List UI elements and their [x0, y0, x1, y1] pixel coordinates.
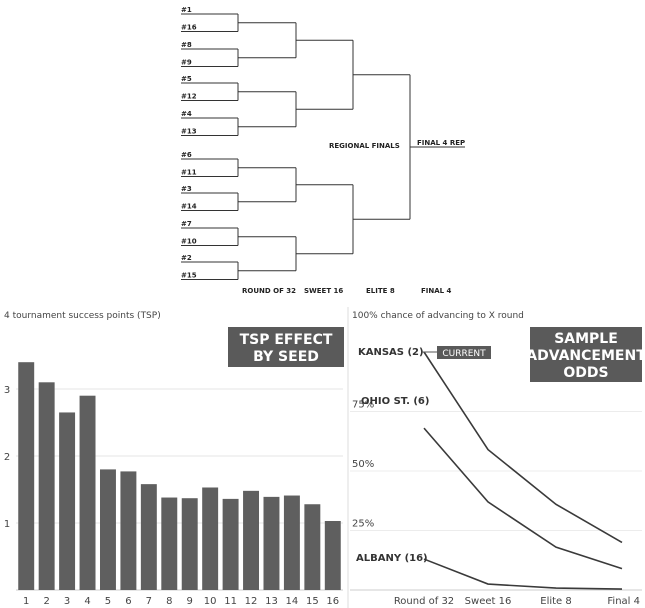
bar-seed-1	[18, 362, 35, 590]
bar-chart-title-line-1: TSP EFFECT	[240, 332, 333, 348]
seed-label-7: #13	[181, 128, 197, 136]
bar-x-tick-label: 1	[23, 596, 29, 607]
bar-x-tick-label: 3	[64, 596, 70, 607]
bar-chart-y-ticks: 1 2 3	[4, 385, 10, 530]
round-label-round-of-32: ROUND OF 32	[242, 287, 296, 295]
series-label-albany: ALBANY (16)	[356, 553, 428, 564]
bar-seed-15	[304, 504, 321, 590]
bar-seed-7	[140, 484, 157, 590]
line-x-tick-label: Final 4	[607, 596, 640, 607]
bar-seed-10	[202, 487, 219, 590]
bar-seed-4	[79, 395, 96, 590]
series-label-ohio-st: OHIO ST. (6)	[361, 396, 429, 407]
seed-label-3: #9	[181, 59, 192, 67]
current-annotation-box	[437, 346, 491, 359]
line-chart-series	[423, 351, 623, 590]
bar-x-tick-label: 14	[286, 596, 299, 607]
line-y-tick-label: 25%	[352, 519, 374, 530]
line-chart-y-ticks: 25% 50% 75%	[352, 400, 374, 530]
seed-label-10: #3	[181, 185, 192, 193]
bar-seed-16	[324, 520, 341, 590]
bar-chart-bars	[18, 362, 341, 590]
bar-y-tick-label: 1	[4, 519, 10, 530]
bar-seed-14	[283, 495, 300, 590]
bar-seed-11	[222, 498, 239, 590]
seed-label-6: #4	[181, 110, 192, 118]
regional-finals-label: REGIONAL FINALS	[329, 142, 400, 150]
series-line-2	[423, 558, 623, 590]
bar-seed-3	[59, 412, 76, 590]
line-x-tick-label: Elite 8	[540, 596, 572, 607]
line-chart-title-line-3: ODDS	[563, 365, 608, 381]
line-chart-x-ticks: Round of 32 Sweet 16 Elite 8 Final 4	[394, 596, 640, 607]
series-line-0	[423, 351, 623, 544]
bar-chart-title-line-2: BY SEED	[253, 349, 319, 365]
bar-chart-ylabel: 4 tournament success points (TSP)	[4, 311, 161, 321]
seed-label-1: #16	[181, 24, 197, 32]
line-chart-title-box	[530, 327, 642, 382]
bar-seed-13	[263, 496, 280, 590]
seed-label-15: #15	[181, 272, 197, 280]
bar-y-tick-label: 3	[4, 385, 10, 396]
round-label-final-4: FINAL 4	[421, 287, 452, 295]
bar-x-tick-label: 10	[204, 596, 217, 607]
seed-label-14: #2	[181, 254, 192, 262]
seed-label-2: #8	[181, 41, 192, 49]
line-chart-title-line-1: SAMPLE	[554, 331, 618, 347]
tournament-bracket: #1 #16 #8 #9 #5 #12 #4 #13 #6 #11 #3 #14 #7 #10 #2 #15	[181, 6, 465, 280]
final4-rep-label: FINAL 4 REP	[417, 139, 465, 147]
line-y-tick-label: 75%	[352, 400, 374, 411]
seed-label-9: #11	[181, 169, 197, 177]
bar-x-tick-label: 4	[84, 596, 90, 607]
line-chart-ylabel: 100% chance of advancing to X round	[352, 311, 524, 321]
seed-label-4: #5	[181, 75, 192, 83]
bar-x-tick-label: 13	[265, 596, 278, 607]
bar-x-tick-label: 12	[245, 596, 258, 607]
series-line-1	[423, 427, 623, 570]
bar-seed-8	[161, 497, 178, 590]
series-label-kansas: KANSAS (2)	[358, 347, 424, 358]
bar-x-tick-label: 6	[125, 596, 131, 607]
bar-x-tick-label: 9	[187, 596, 193, 607]
bar-y-tick-label: 2	[4, 452, 10, 463]
seed-label-0: #1	[181, 6, 192, 14]
bar-x-tick-label: 7	[146, 596, 152, 607]
line-x-tick-label: Sweet 16	[465, 596, 512, 607]
round-label-sweet-16: SWEET 16	[304, 287, 343, 295]
bar-chart-title-box	[228, 327, 344, 367]
seed-label-8: #6	[181, 151, 192, 159]
bar-x-tick-label: 8	[166, 596, 172, 607]
bar-x-tick-label: 16	[326, 596, 339, 607]
bar-x-tick-label: 11	[224, 596, 237, 607]
seed-label-5: #12	[181, 93, 197, 101]
line-x-tick-label: Round of 32	[394, 596, 454, 607]
bar-seed-9	[181, 498, 198, 590]
bar-seed-5	[99, 469, 116, 590]
bar-x-tick-label: 5	[105, 596, 111, 607]
seed-label-13: #10	[181, 238, 197, 246]
line-chart-title-line-2: ADVANCEMENT	[526, 348, 645, 364]
bar-chart-x-ticks: 1 2 3 4 5 6 7 8 9 10 11 12 13 14 15 16	[23, 596, 339, 607]
bar-x-tick-label: 2	[43, 596, 49, 607]
seed-label-12: #7	[181, 220, 192, 228]
seed-label-11: #14	[181, 203, 197, 211]
line-chart-grid	[350, 411, 642, 591]
line-y-tick-label: 50%	[352, 459, 374, 470]
bar-seed-2	[38, 382, 55, 590]
round-label-elite-8: ELITE 8	[366, 287, 395, 295]
bar-x-tick-label: 15	[306, 596, 319, 607]
current-annotation-label: CURRENT	[442, 349, 486, 359]
bar-seed-6	[120, 471, 137, 590]
bar-seed-12	[243, 490, 260, 590]
